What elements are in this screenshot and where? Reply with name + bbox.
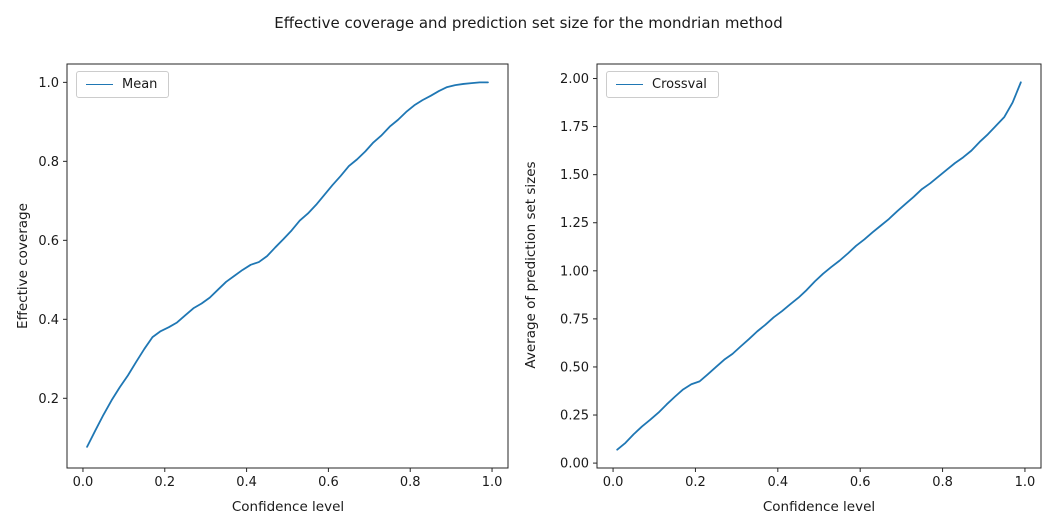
svg-text:0.8: 0.8 <box>400 475 421 490</box>
svg-text:0.2: 0.2 <box>685 475 706 490</box>
svg-text:1.0: 1.0 <box>482 475 503 490</box>
svg-text:0.2: 0.2 <box>154 475 175 490</box>
svg-text:0.6: 0.6 <box>850 475 871 490</box>
svg-text:0.6: 0.6 <box>318 475 339 490</box>
svg-text:1.50: 1.50 <box>560 168 589 183</box>
svg-text:0.2: 0.2 <box>38 392 59 407</box>
x-axis-label-right: Confidence level <box>762 499 876 515</box>
y-axis-label-left: Effective coverage <box>15 203 31 329</box>
svg-text:0.0: 0.0 <box>603 475 624 490</box>
svg-text:1.75: 1.75 <box>560 120 589 135</box>
svg-text:0.00: 0.00 <box>560 457 589 472</box>
svg-text:1.0: 1.0 <box>38 76 59 91</box>
svg-text:0.50: 0.50 <box>560 360 589 375</box>
svg-text:0.75: 0.75 <box>560 312 589 327</box>
svg-text:0.6: 0.6 <box>38 234 59 249</box>
svg-text:0.0: 0.0 <box>73 475 94 490</box>
legend-left: Mean <box>76 71 170 98</box>
legend-line-sample-crossval <box>616 84 643 85</box>
svg-text:1.00: 1.00 <box>560 264 589 279</box>
svg-text:0.8: 0.8 <box>38 155 59 170</box>
x-axis-label-left: Confidence level <box>231 499 345 515</box>
legend-label-crossval: Crossval <box>652 77 707 92</box>
svg-text:0.4: 0.4 <box>236 475 257 490</box>
legend-right: Crossval <box>606 71 719 98</box>
svg-text:0.4: 0.4 <box>767 475 788 490</box>
svg-text:0.8: 0.8 <box>932 475 953 490</box>
legend-line-sample-mean <box>86 84 113 85</box>
svg-text:1.25: 1.25 <box>560 216 589 231</box>
svg-text:0.25: 0.25 <box>560 409 589 424</box>
figure-title: Effective coverage and prediction set si… <box>274 14 783 32</box>
svg-text:2.00: 2.00 <box>560 72 589 87</box>
y-axis-label-right: Average of prediction set sizes <box>523 161 539 369</box>
legend-label-mean: Mean <box>122 77 158 92</box>
svg-text:1.0: 1.0 <box>1015 475 1036 490</box>
svg-text:0.4: 0.4 <box>38 313 59 328</box>
